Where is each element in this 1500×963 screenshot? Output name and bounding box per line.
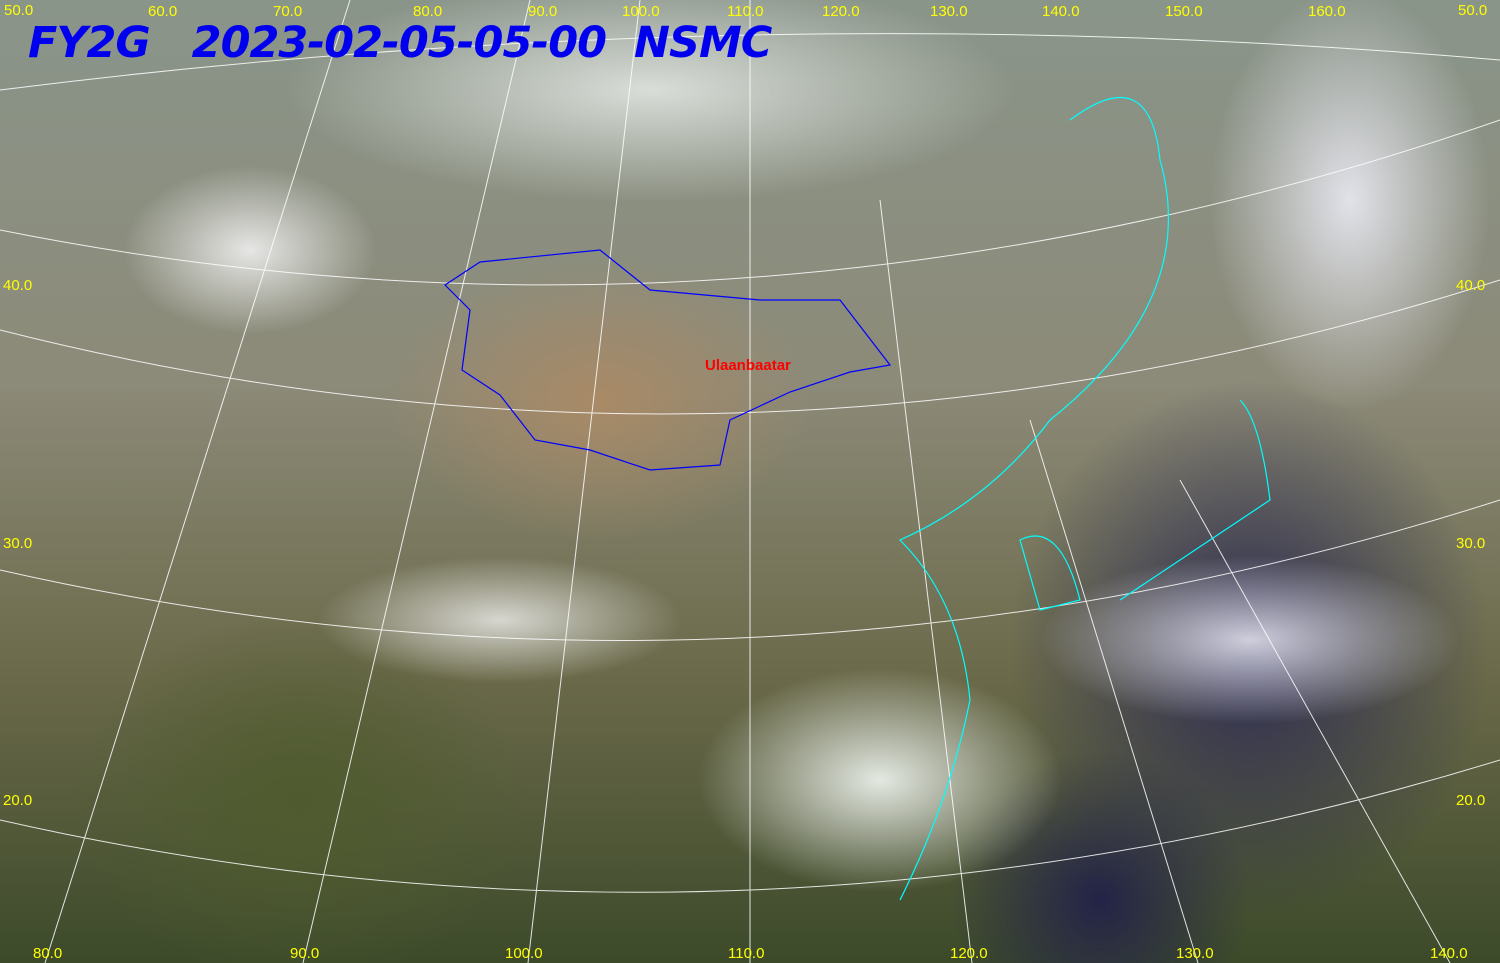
top-lon-label: 150.0 xyxy=(1165,3,1203,20)
longitude-line xyxy=(44,0,351,963)
longitude-line xyxy=(879,199,973,963)
top-lon-label: 50.0 xyxy=(4,2,34,19)
left-lat-label: 40.0 xyxy=(3,277,33,294)
bottom-lon-label: 100.0 xyxy=(505,945,543,962)
top-lon-label: 160.0 xyxy=(1308,3,1346,20)
longitude-line xyxy=(527,0,641,963)
top-lon-label: 110.0 xyxy=(727,3,764,20)
top-lon-label: 130.0 xyxy=(930,3,968,20)
mongolia-border xyxy=(444,249,892,471)
top-lon-label: 120.0 xyxy=(822,3,860,20)
right-lat-label: 30.0 xyxy=(1456,535,1486,552)
top-lon-label: 60.0 xyxy=(148,3,178,20)
top-lon-label: 90.0 xyxy=(528,3,558,20)
agency-name: NSMC xyxy=(634,18,772,68)
left-lat-label: 30.0 xyxy=(3,535,33,552)
top-lon-label: 80.0 xyxy=(413,3,443,20)
top-lon-label: 70.0 xyxy=(273,3,303,20)
top-lon-label: 140.0 xyxy=(1042,3,1080,20)
longitude-line xyxy=(1029,419,1199,963)
left-lat-label: 20.0 xyxy=(3,792,33,809)
coastline xyxy=(898,96,1271,901)
longitude-line xyxy=(302,0,531,963)
right-lat-label: 20.0 xyxy=(1456,792,1486,809)
satellite-name: FY2G xyxy=(28,18,151,68)
city-label: Ulaanbaatar xyxy=(705,357,791,374)
longitude-line xyxy=(1179,479,1451,963)
observation-datetime: 2023-02-05-05-00 xyxy=(191,18,607,68)
image-title: FY2G 2023-02-05-05-00 NSMC xyxy=(28,18,772,68)
top-lon-label: 50.0 xyxy=(1458,2,1488,19)
bottom-lon-label: 110.0 xyxy=(728,945,765,962)
bottom-lon-label: 120.0 xyxy=(950,945,988,962)
right-lat-label: 40.0 xyxy=(1456,277,1486,294)
bottom-lon-label: 140.0 xyxy=(1430,945,1468,962)
top-lon-label: 100.0 xyxy=(622,3,660,20)
bottom-lon-label: 80.0 xyxy=(33,945,63,962)
bottom-lon-label: 90.0 xyxy=(290,945,320,962)
bottom-lon-label: 130.0 xyxy=(1176,945,1214,962)
